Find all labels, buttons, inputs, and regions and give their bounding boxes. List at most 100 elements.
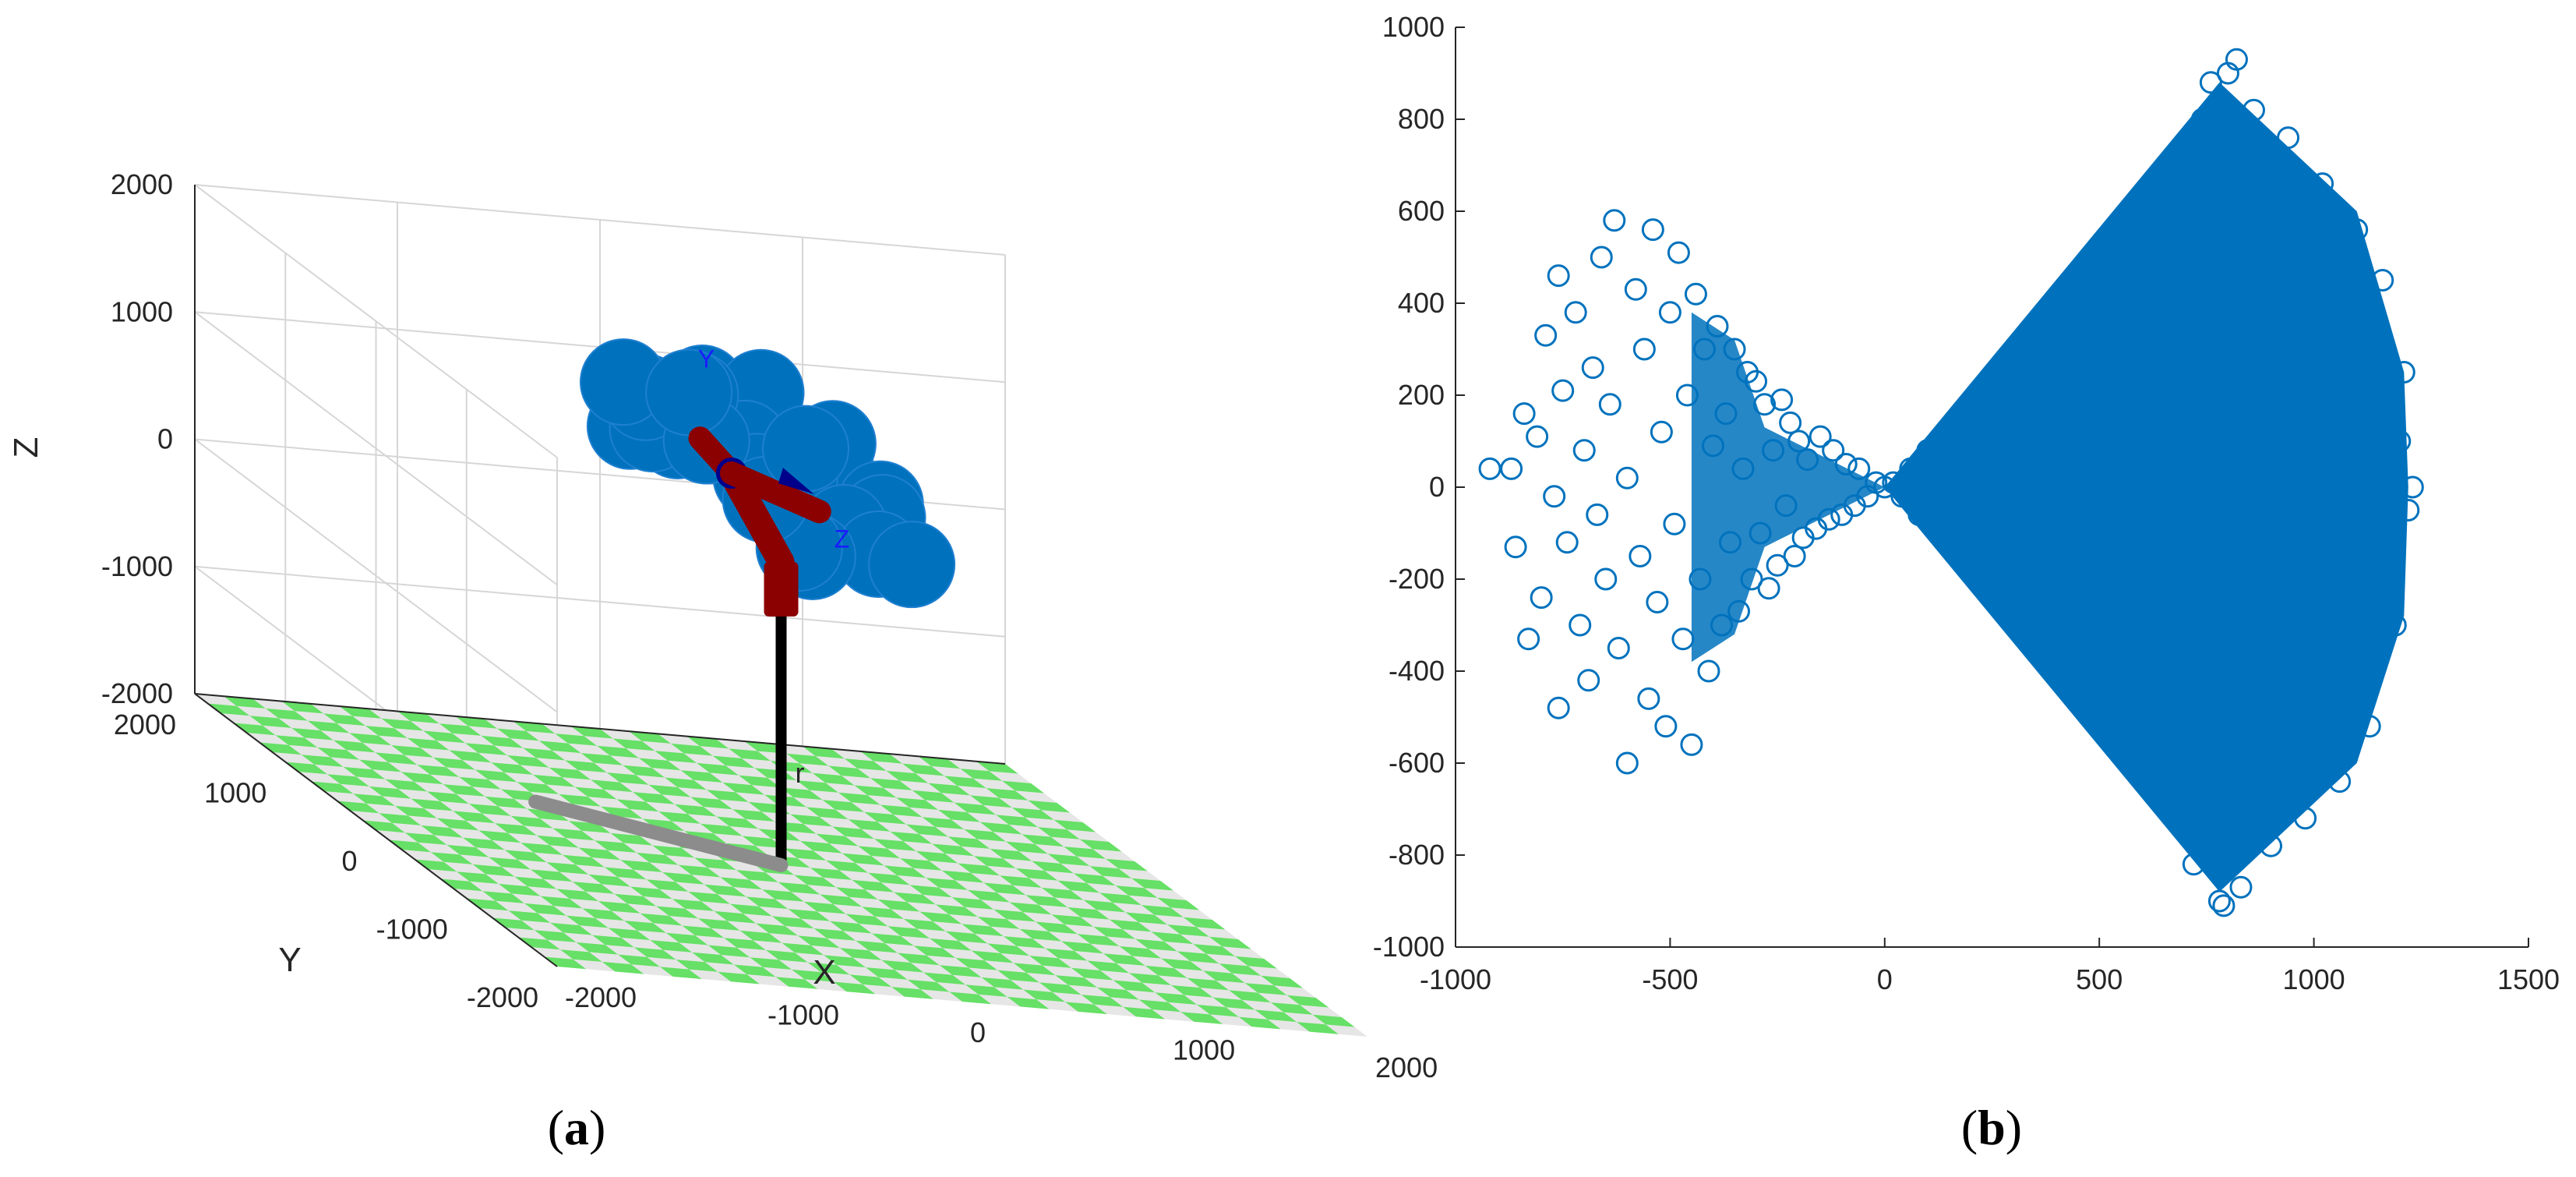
x-tick-label: -2000 (565, 981, 637, 1013)
floor-tile (407, 737, 450, 751)
floor-tile (497, 728, 539, 741)
floor-tile (655, 751, 697, 763)
floor-tile (466, 898, 509, 911)
floor-tile (640, 913, 683, 926)
floor-tile (492, 917, 535, 931)
floor-tile (394, 805, 437, 818)
floor-tile (1119, 945, 1162, 959)
floor-tile (844, 758, 887, 771)
floor-tile (736, 870, 778, 882)
data-point (1547, 264, 1570, 288)
floor-tile (588, 874, 630, 887)
floor-tile (489, 857, 531, 870)
data-point (1684, 282, 1707, 306)
floor-tile (884, 865, 926, 878)
data-point (2207, 889, 2231, 913)
floor-tile (828, 765, 870, 779)
floor-tile (799, 840, 842, 854)
data-point (1564, 301, 1587, 324)
floor-tile (944, 776, 986, 789)
floor-tile (807, 962, 850, 975)
floor-tile (1157, 897, 1200, 910)
floor-tile (1202, 970, 1245, 984)
data-point (1569, 613, 1592, 637)
dense-region-right (1884, 82, 2408, 892)
floor-tile (729, 748, 771, 762)
floor-tile (365, 726, 408, 738)
floor-tile (890, 831, 933, 844)
floor-tile (472, 864, 515, 877)
floor-tile (918, 756, 961, 769)
floor-tile (1073, 873, 1116, 886)
floor-tile (630, 886, 672, 900)
floor-tile (565, 760, 607, 773)
floor-tile (1187, 977, 1230, 991)
floor-tile (1138, 999, 1181, 1013)
data-point (1615, 466, 1639, 490)
floor-tile (848, 819, 891, 832)
data-point (1615, 751, 1639, 775)
floor-tile (694, 857, 736, 871)
floor-tile (732, 809, 775, 822)
floor-tile (337, 801, 379, 814)
floor-tile (307, 720, 350, 733)
data-point (1504, 535, 1527, 559)
floor-tile (1077, 934, 1120, 946)
floor-tile (623, 765, 665, 778)
y-tick-label: 600 (1398, 195, 1445, 227)
floor-tile (790, 814, 833, 827)
floor-tile (1212, 997, 1255, 1010)
floor-tile (1261, 975, 1303, 988)
x-tick-label: 500 (2076, 963, 2123, 995)
data-point (1808, 425, 1832, 448)
data-point (1598, 393, 1621, 416)
robot-link-3 (719, 461, 831, 524)
floor-tile (1093, 926, 1135, 939)
floor-tile (624, 921, 666, 933)
floor-tile (432, 757, 475, 770)
floor-tile (708, 945, 750, 958)
data-point (1697, 659, 1720, 683)
floor-tile (436, 818, 479, 831)
floor-tile (1028, 800, 1071, 813)
floor-tile (1180, 1012, 1223, 1024)
floor-tile (1197, 1004, 1239, 1017)
y-tick-label: 200 (1398, 379, 1445, 411)
floor-tile (690, 797, 732, 810)
floor-tile (835, 887, 878, 900)
robot-joint-base (764, 561, 799, 617)
floor-tile (788, 909, 830, 921)
floor-tile (981, 977, 1024, 990)
floor-tile (411, 798, 453, 811)
floor-tile (327, 774, 369, 786)
floor-tile (1254, 1009, 1297, 1023)
floor-tile (1081, 995, 1124, 1007)
annotation-label: Z (835, 525, 850, 553)
floor-tile (1007, 996, 1050, 1009)
floor-tile (555, 733, 598, 746)
floor-tile (1061, 941, 1103, 954)
floor-tile (527, 808, 569, 822)
floor-tile (401, 772, 443, 785)
floor-tile (1087, 960, 1130, 974)
z-tick-label: 1000 (111, 295, 173, 327)
floor-tile (838, 792, 880, 805)
floor-tile (716, 816, 759, 829)
floor-tile (1005, 841, 1048, 854)
data-point (1822, 439, 1845, 462)
floor-tile (676, 960, 718, 972)
floor-tile (323, 713, 365, 726)
floor-tile (896, 797, 938, 810)
floor-tile (546, 862, 589, 875)
floor-tile (684, 831, 727, 843)
floor-tile (606, 772, 649, 785)
floor-tile (976, 761, 1018, 774)
floor-tile (902, 763, 944, 776)
floor-tile (233, 723, 276, 736)
floor-tile (636, 852, 679, 865)
floor-tile (597, 745, 639, 758)
z-tick-label: 0 (157, 423, 173, 455)
floor-tile (379, 813, 422, 825)
floor-tile (475, 769, 517, 783)
data-point (1526, 425, 1549, 448)
